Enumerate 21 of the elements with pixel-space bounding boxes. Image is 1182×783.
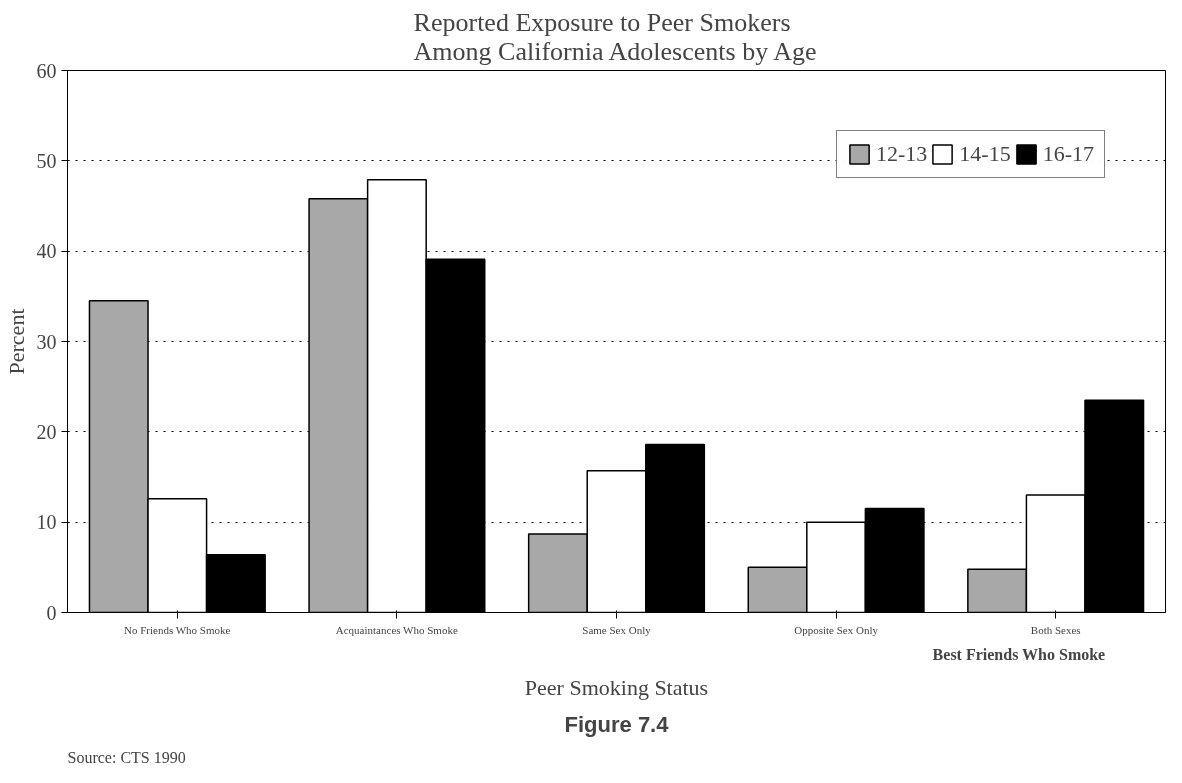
y-axis-title: Percent bbox=[3, 308, 29, 375]
x-tick-label: Acquaintances Who Smoke bbox=[335, 623, 458, 636]
y-tick-label: 10 bbox=[36, 511, 57, 534]
y-tick-label: 30 bbox=[36, 330, 57, 353]
y-tick-label: 0 bbox=[46, 601, 57, 624]
legend-label: 16-17 bbox=[1042, 141, 1094, 167]
y-tick-label: 60 bbox=[36, 59, 57, 82]
y-tick-label: 20 bbox=[36, 420, 57, 443]
y-tick-label: 50 bbox=[36, 149, 57, 172]
legend-label: 14-15 bbox=[959, 141, 1011, 167]
x-tick-label: Both Sexes bbox=[1030, 623, 1081, 636]
legend-label: 12-13 bbox=[876, 141, 928, 167]
x-tick-label: No Friends Who Smoke bbox=[123, 623, 231, 636]
y-tick-label: 40 bbox=[36, 240, 57, 263]
text: Best Friends Who Smoke bbox=[932, 645, 1106, 663]
x-tick-label: Opposite Sex Only bbox=[794, 623, 879, 636]
x-tick-label: Same Sex Only bbox=[582, 623, 652, 636]
source-note: Source: CTS 1990 bbox=[67, 748, 186, 766]
x-axis-title: Peer Smoking Status bbox=[524, 674, 709, 700]
caption: Figure 7.4 bbox=[564, 711, 670, 737]
chart-title: Reported Exposure to Peer Smokers Among California Adolescents by Age bbox=[413, 7, 817, 66]
